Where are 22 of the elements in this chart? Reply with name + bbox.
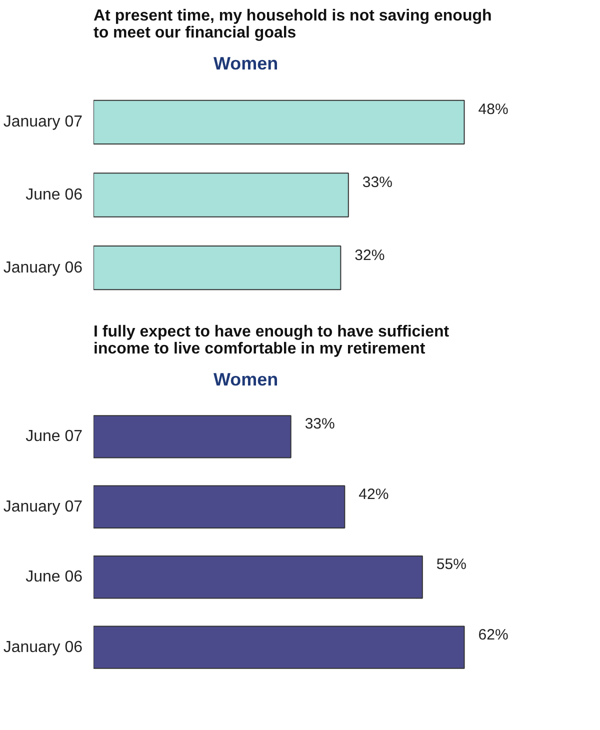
data-label: 48%: [478, 101, 508, 118]
data-label: 33%: [362, 174, 392, 191]
bar: [94, 485, 346, 528]
bar: [94, 626, 465, 669]
chart-title: I fully expect to have enough to have sufficient income to live comfortable in my retirement: [94, 324, 450, 358]
y-tick-label: June 06: [26, 568, 83, 586]
data-label: 42%: [358, 486, 389, 503]
y-tick-label: June 07: [26, 428, 83, 446]
data-label: 55%: [436, 556, 466, 574]
data-label: 33%: [304, 416, 335, 433]
bar: [94, 556, 423, 599]
y-tick-label: January 06: [3, 259, 83, 276]
y-tick-label: January 07: [3, 498, 83, 516]
y-tick-label: June 06: [26, 186, 83, 204]
chart-title: At present time, my household is not saving enough to meet our financial goals: [94, 8, 492, 42]
data-label: 62%: [478, 626, 508, 644]
bar: [94, 415, 292, 458]
y-tick-label: January 06: [3, 638, 83, 656]
y-tick-label: January 07: [3, 114, 83, 131]
chart-subtitle: Women: [214, 370, 278, 390]
chart-subtitle: Women: [214, 54, 278, 74]
data-label: 32%: [354, 246, 385, 264]
